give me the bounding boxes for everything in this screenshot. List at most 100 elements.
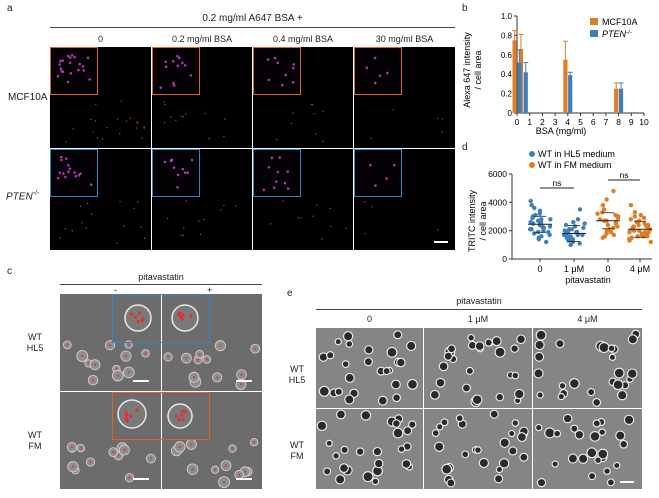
inset-pten-3 [354,149,402,197]
punctum [312,215,314,217]
cell [393,330,403,340]
punctum [135,127,138,129]
punctum [60,69,64,73]
legend-swatch-mcf10a [590,18,598,25]
cell [372,446,383,457]
cell [574,429,585,440]
cell-signal [191,468,194,471]
punctum [392,109,394,111]
punctum [72,128,74,130]
punctum [314,133,317,135]
punctum [329,207,331,210]
punctum [69,72,73,75]
punctum [183,64,187,67]
cell [474,341,485,351]
panel-b-ytick-label: 1.0 [501,12,513,21]
punctum [365,66,369,70]
cell-signal [179,315,183,319]
cell [534,351,545,362]
panel-a-col-3: 30 mg/ml BSA [375,34,434,44]
panel-c-minus: - [114,285,117,295]
punctum [139,226,142,228]
punctum [68,56,72,59]
micrograph-mcf10a-2 [253,47,353,148]
cell-signal [112,450,115,454]
cell [510,344,519,353]
micrograph-mcf10a-1 [152,47,252,148]
cell [455,414,464,423]
data-point [547,224,553,229]
cell [592,419,601,428]
cell-signal [66,343,69,347]
punctum [321,238,323,240]
punctum [65,141,68,143]
punctum [176,185,179,189]
data-point [602,234,608,239]
punctum [164,65,168,69]
bar [568,75,573,113]
cell-signal [87,362,90,365]
punctum [186,171,190,174]
data-point [642,221,647,226]
punctum [119,132,121,135]
panel-a-col-1: 0.2 mg/ml BSA [171,34,233,44]
punctum [123,225,125,227]
cell [592,398,602,407]
punctum [58,63,62,66]
cell [607,344,616,353]
cell [495,465,503,474]
punctum [204,112,207,115]
cell-signal [91,379,95,382]
data-point [527,227,533,232]
panel-a-col-0: 0 [97,34,103,44]
panel-e-row-fm: WT FM [290,440,304,461]
cell [392,427,404,439]
data-point [645,224,650,229]
micrograph-pten-2 [253,149,353,250]
punctum [79,172,82,176]
panel-d-ylabel-1: TRITC intensity [467,189,477,252]
cell [318,385,330,397]
data-point [611,188,616,194]
cell [341,360,350,369]
cell [406,340,417,351]
punctum [56,74,60,78]
data-point [645,234,650,239]
punctum [101,138,104,140]
cell [568,378,580,389]
punctum [378,74,382,78]
panel-e-title-line [316,309,642,310]
cell [392,393,401,403]
cell [494,346,506,358]
punctum [71,230,73,232]
legend-label-mcf10a: MCF10A [602,17,638,27]
data-point [628,217,633,222]
punctum [314,112,316,115]
cell [334,338,342,346]
punctum [136,201,139,203]
cell [446,478,456,488]
punctum [363,201,366,203]
bar [512,40,517,113]
punctum [223,135,225,138]
cell [355,447,365,456]
cell-signal [177,418,181,422]
cell-signal [180,413,184,417]
panel-a-row-mcf10a: MCF10A [8,92,48,103]
punctum [81,65,85,68]
punctum [68,61,72,65]
cell-signal [196,358,200,362]
legend-label-fm: WT in FM medium [538,160,611,170]
cell-signal [124,416,128,421]
cell-signal [89,460,92,464]
cell-signal [115,367,118,371]
punctum [197,220,200,222]
bar [563,59,568,113]
cell-signal [183,410,187,414]
cell [344,394,355,405]
cell [516,334,526,345]
legend-label-pten: PTEN-/- [602,29,632,39]
punctum [116,242,118,244]
cell [603,467,611,475]
punctum [392,163,396,167]
